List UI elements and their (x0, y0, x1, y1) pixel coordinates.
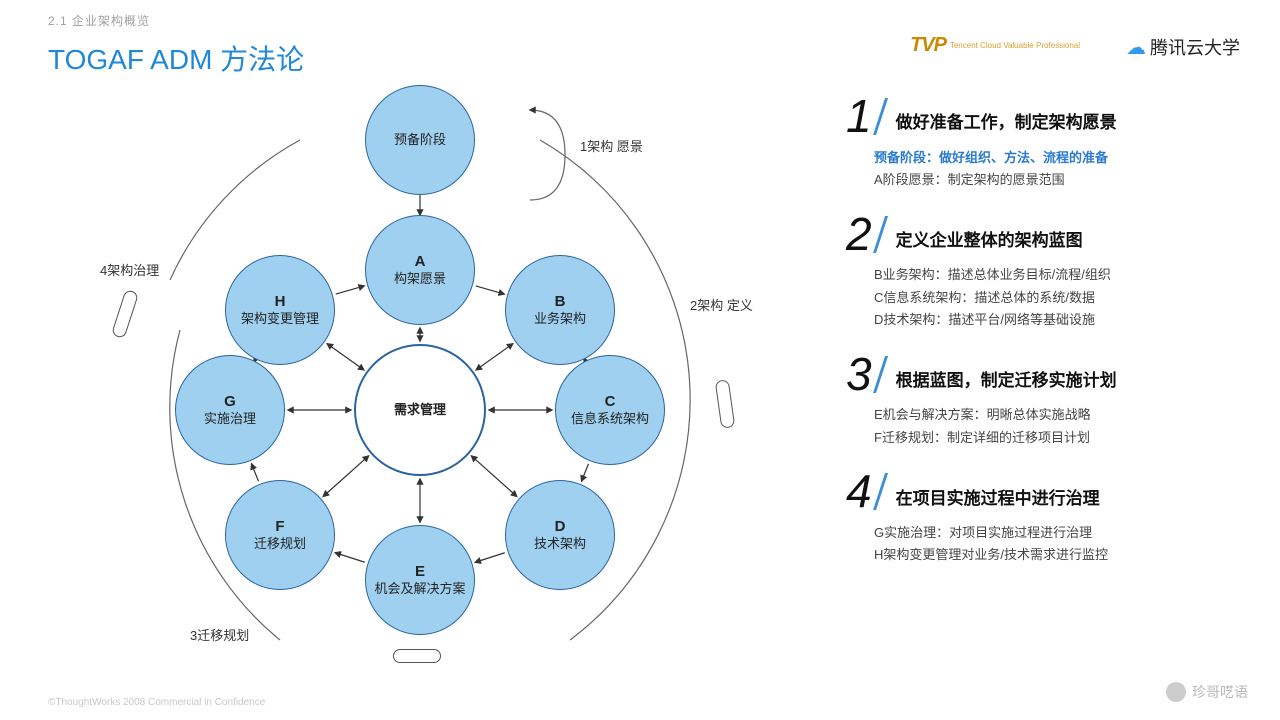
section-label: 3迁移规划 (190, 625, 249, 644)
step-title: 做好准备工作，制定架构愿景 (896, 108, 1117, 137)
step-line: E机会与解决方案：明晰总体实施战略 (874, 405, 1246, 425)
step-2: 2 定义企业整体的架构蓝图 B业务架构：描述总体业务目标/流程/组织 C信息系统架构：… (846, 214, 1246, 330)
section-label: 2架构 定义 (690, 295, 753, 314)
step-line: B业务架构：描述总体业务目标/流程/组织 (874, 265, 1246, 285)
step-line: D技术架构：描述平台/网络等基础设施 (874, 310, 1246, 330)
node-B: B业务架构 (505, 255, 615, 365)
cloud-icon: ☁ (1126, 35, 1146, 60)
steps-panel: 1 做好准备工作，制定架构愿景预备阶段：做好组织、方法、流程的准备 A阶段愿景：制定… (846, 96, 1246, 589)
step-number: 4 (846, 471, 872, 512)
page-title: TOGAF ADM 方法论 (48, 38, 304, 78)
node-C: C信息系统架构 (555, 355, 665, 465)
arc-pill (393, 649, 441, 663)
step-title: 定义企业整体的架构蓝图 (896, 226, 1083, 255)
step-title: 根据蓝图，制定迁移实施计划 (896, 366, 1117, 395)
step-line: F迁移规划：制定详细的迁移项目计划 (874, 428, 1246, 448)
section-label: 4架构治理 (100, 260, 159, 279)
node-F: F迁移规划 (225, 480, 335, 590)
watermark: 珍哥呓语 (1166, 682, 1248, 702)
footer-copyright: ©ThoughtWorks 2008 Commercial in Confide… (48, 697, 265, 708)
step-line: G实施治理：对项目实施过程进行治理 (874, 523, 1246, 543)
step-line: H架构变更管理对业务/技术需求进行监控 (874, 545, 1246, 565)
node-D: D技术架构 (505, 480, 615, 590)
step-3: 3 根据蓝图，制定迁移实施计划 E机会与解决方案：明晰总体实施战略 F迁移规划：制定详… (846, 354, 1246, 447)
watermark-icon (1166, 682, 1186, 702)
step-subtitle: 预备阶段：做好组织、方法、流程的准备 (874, 147, 1246, 166)
step-title: 在项目实施过程中进行治理 (896, 484, 1100, 513)
node-需求管理: 需求管理 (354, 344, 486, 476)
section-label: 1架构 愿景 (580, 136, 643, 155)
step-1: 1 做好准备工作，制定架构愿景预备阶段：做好组织、方法、流程的准备 A阶段愿景：制定… (846, 96, 1246, 190)
node-G: G实施治理 (175, 355, 285, 465)
node-H: H架构变更管理 (225, 255, 335, 365)
step-line: A阶段愿景：制定架构的愿景范围 (874, 170, 1246, 190)
logo-tencent-cloud: ☁ 腾讯云大学 (1126, 34, 1240, 60)
node-A: A构架愿景 (365, 215, 475, 325)
step-number: 1 (846, 96, 872, 137)
adm-diagram: 预备阶段需求管理 A构架愿景 B业务架构C信息系统架构 D技术架构 E机会及解决方案 F迁… (130, 80, 770, 660)
node-E: E机会及解决方案 (365, 525, 475, 635)
step-line: C信息系统架构：描述总体的系统/数据 (874, 288, 1246, 308)
step-number: 3 (846, 354, 872, 395)
breadcrumb: 2.1 企业架构概览 (48, 12, 150, 29)
logo-tvp: TVP Tencent Cloud Valuable Professional (910, 34, 1080, 57)
step-number: 2 (846, 214, 872, 255)
node-预备阶段: 预备阶段 (365, 85, 475, 195)
step-4: 4 在项目实施过程中进行治理 G实施治理：对项目实施过程进行治理H架构变更管理对业务… (846, 471, 1246, 564)
